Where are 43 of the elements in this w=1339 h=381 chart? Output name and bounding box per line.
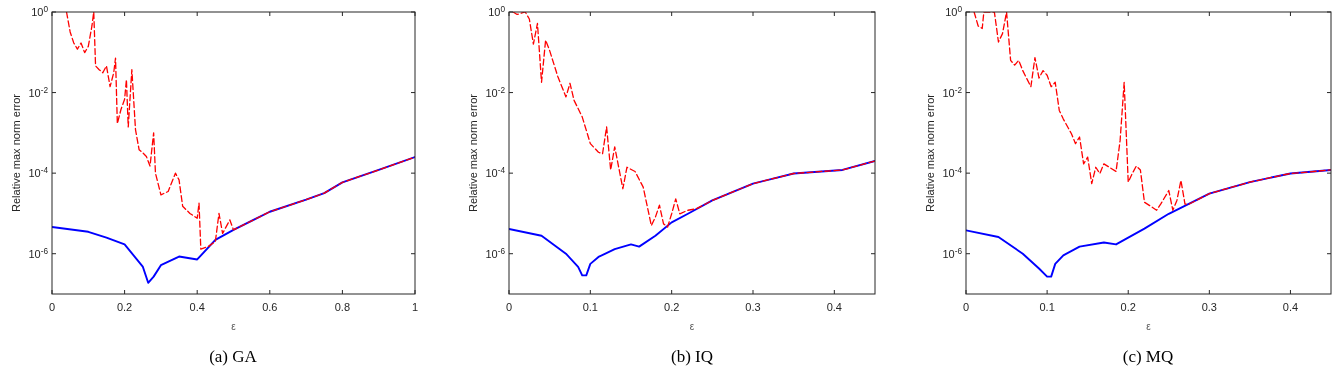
text: (c) MQ (1122, 347, 1174, 366)
x-axis-title: ε (1146, 321, 1152, 332)
line-series (509, 160, 875, 277)
x-tick-label: 0 (505, 301, 513, 313)
y-axis-title: Relative max norm error (10, 93, 22, 212)
x-tick-label: 0.3 (745, 301, 761, 313)
y-tick-label: 10$^{-2}$ (28, 85, 49, 99)
y-tick-label: 10$^{-2}$ (485, 85, 506, 99)
y-tick-label: 10$^{-4}$ (942, 165, 963, 180)
y-tick-label: 10$^{-6}$ (28, 246, 49, 260)
y-tick-label: 10$^{0}$ (945, 4, 963, 18)
y-tick-label: 10$^{-6}$ (942, 246, 963, 260)
text: (b) IQ (670, 347, 714, 366)
x-axis-title: ε (689, 321, 695, 332)
line-series (966, 169, 1331, 278)
x-tick-label: 1 (411, 301, 419, 313)
x-tick-label: 0.1 (1039, 301, 1055, 313)
x-tick-label: 0.4 (826, 301, 842, 313)
y-axis-title: Relative max norm error (467, 93, 479, 212)
x-tick-label: 0.2 (664, 301, 680, 313)
x-tick-label: 0.6 (262, 301, 278, 313)
x-tick-label: 0.3 (1201, 301, 1217, 313)
y-tick-label: 10$^{-4}$ (28, 165, 49, 180)
x-tick-label: 0.1 (582, 301, 598, 313)
y-tick-label: 10$^{-4}$ (485, 165, 506, 180)
y-tick-label: 10$^{0}$ (31, 4, 49, 18)
x-tick-label: 0.2 (1120, 301, 1136, 313)
line-series (65, 12, 415, 250)
line-series (52, 156, 415, 284)
x-tick-label: 0 (962, 301, 970, 313)
x-tick-label: 0.4 (1282, 301, 1299, 313)
y-tick-label: 10$^{-6}$ (485, 246, 506, 260)
line-series (512, 12, 875, 228)
y-tick-label: 10$^{0}$ (488, 4, 506, 18)
x-tick-label: 0 (48, 301, 56, 313)
y-tick-label: 10$^{-2}$ (942, 85, 963, 99)
line-series (973, 12, 1331, 211)
y-axis-title: Relative max norm error (924, 93, 936, 212)
x-tick-label: 0.2 (116, 301, 133, 313)
x-tick-label: 0.4 (189, 301, 205, 313)
x-axis-title: ε (231, 321, 237, 332)
x-tick-label: 0.8 (334, 301, 351, 313)
text: (a) GA (209, 347, 258, 366)
